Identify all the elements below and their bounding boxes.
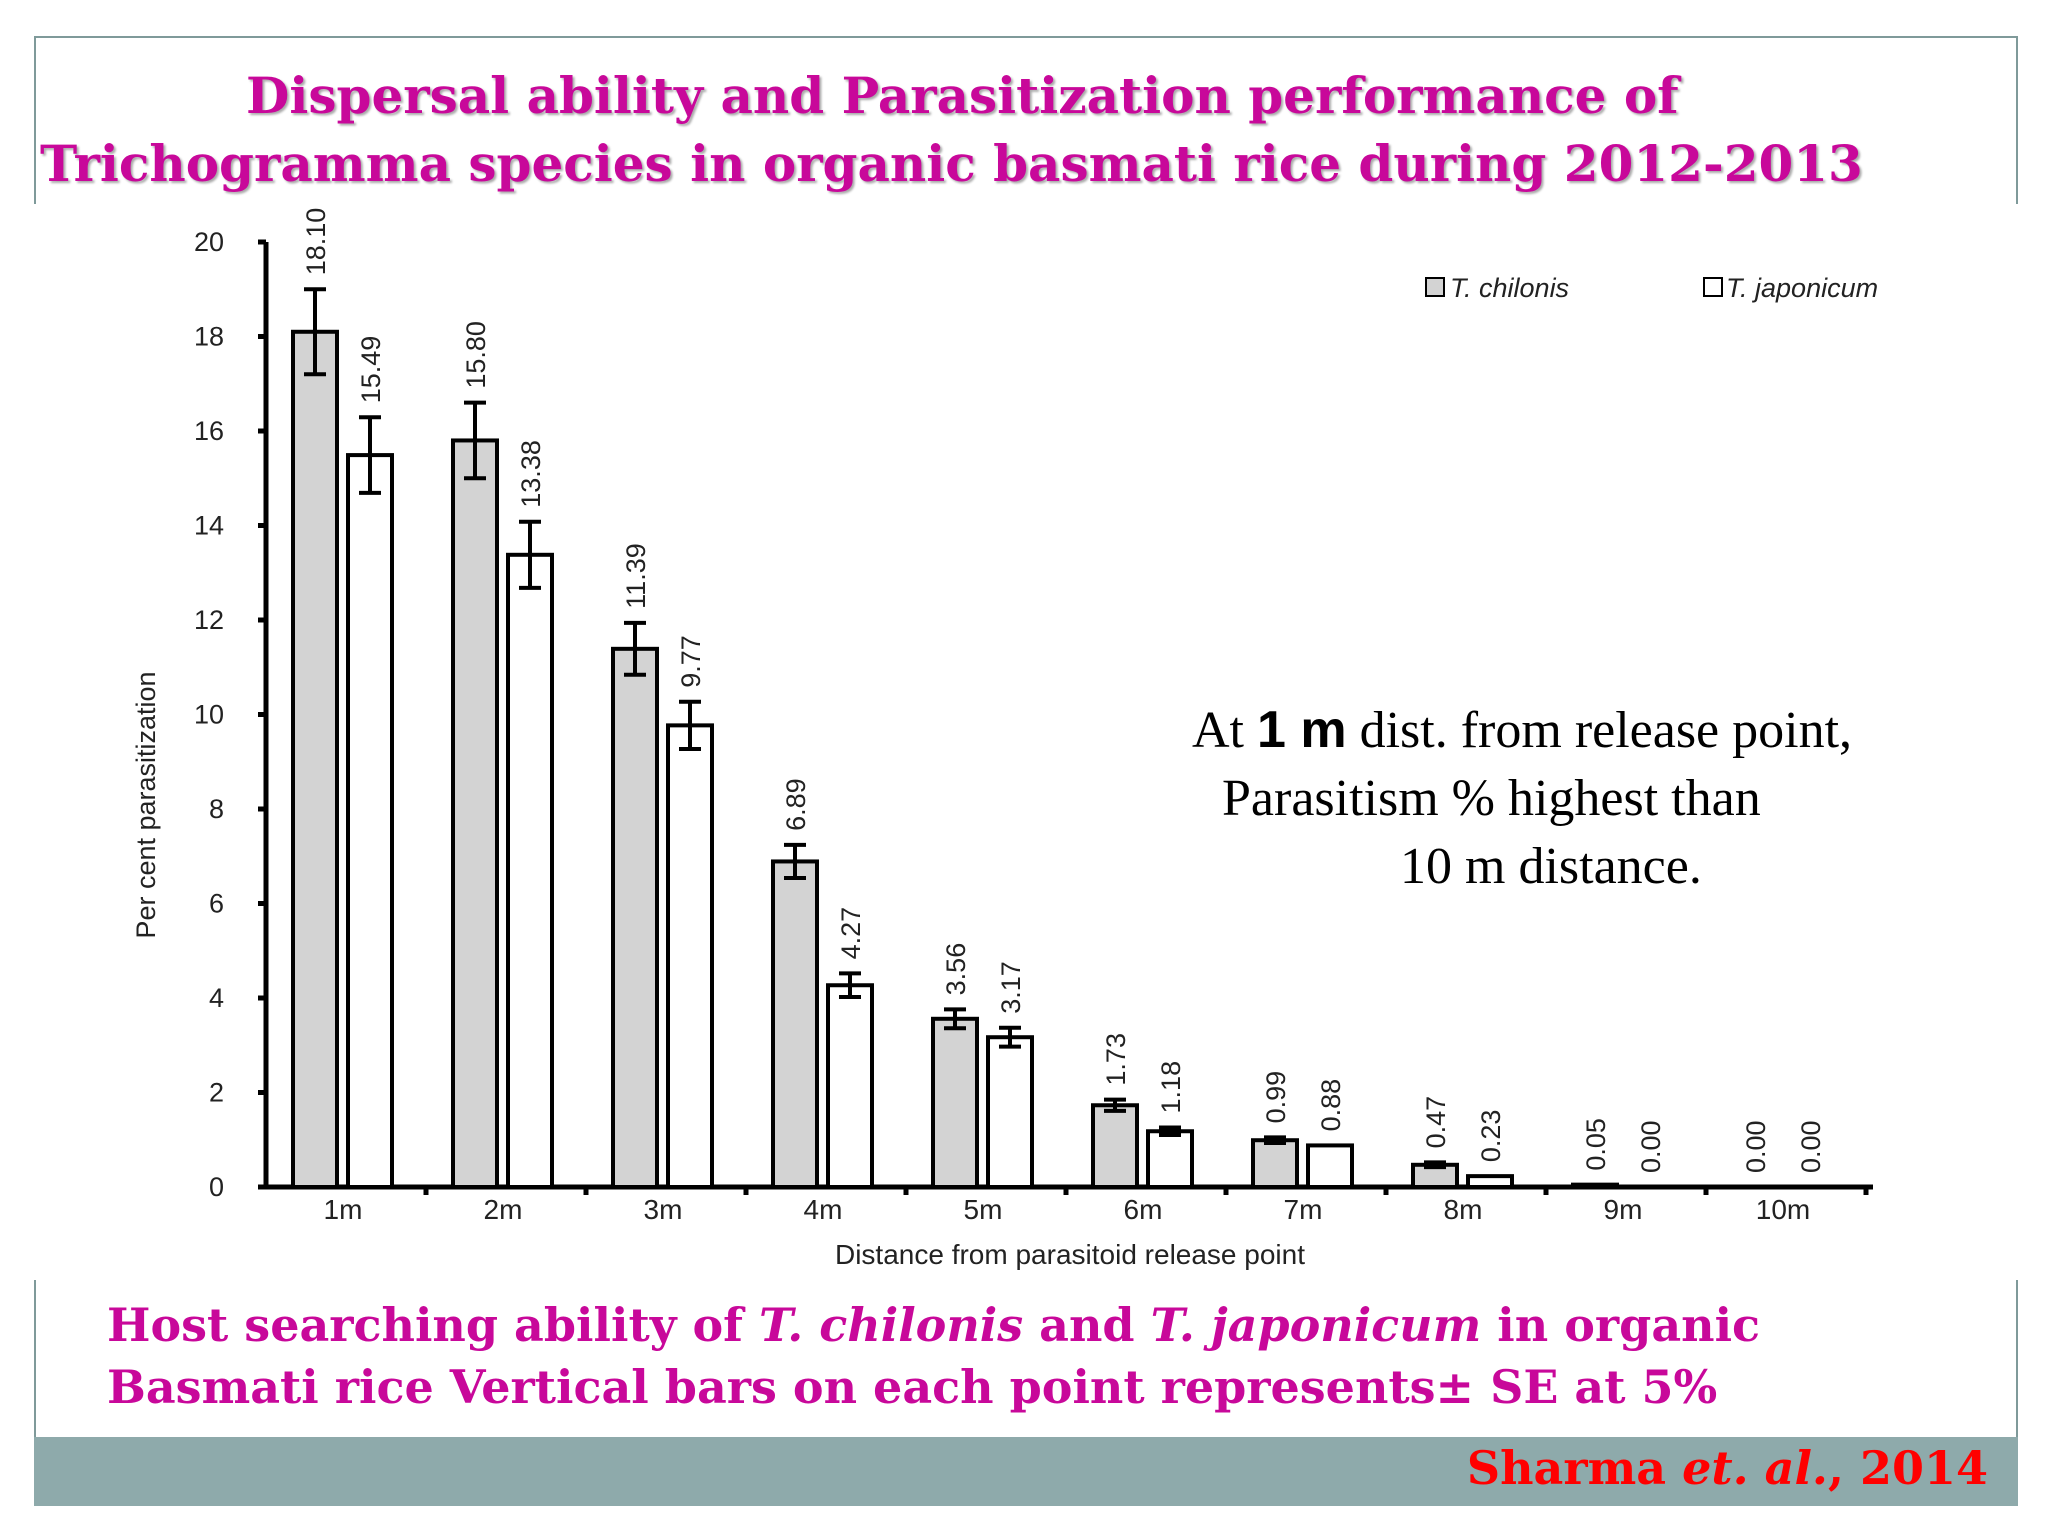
data-label: 0.47 bbox=[1421, 1096, 1451, 1149]
data-label: 0.99 bbox=[1261, 1071, 1291, 1124]
annotation-text: At 1 m dist. from release point, Parasit… bbox=[1192, 696, 1852, 901]
figure-caption: Host searching ability of T. chilonis an… bbox=[107, 1294, 1760, 1418]
slide-border-right bbox=[2016, 36, 2018, 204]
bar-chilonis bbox=[1571, 1182, 1619, 1189]
bar-chart: 0 2 4 6 8 10 12 14 16 18 20 1m 18.10 15.49 2m 15.80 13.3… bbox=[131, 208, 1878, 1270]
data-label: 0.23 bbox=[1476, 1110, 1506, 1163]
data-label: 0.00 bbox=[1636, 1120, 1666, 1173]
footer-band: Sharma et. al., 2014 bbox=[34, 1437, 2018, 1506]
x-tick-label: 3m bbox=[644, 1194, 683, 1225]
data-label: 4.27 bbox=[836, 907, 866, 960]
y-tick-label: 8 bbox=[209, 794, 224, 824]
title-line-1: Dispersal ability and Parasitization per… bbox=[246, 66, 1679, 125]
y-tick-label: 10 bbox=[194, 700, 224, 730]
bar-japonicum bbox=[1466, 1174, 1514, 1189]
annotation-line2: Parasitism % highest than bbox=[1222, 770, 1761, 827]
data-label: 15.49 bbox=[356, 336, 386, 404]
y-tick-label: 0 bbox=[209, 1172, 224, 1202]
x-tick-label: 6m bbox=[1124, 1194, 1163, 1225]
caption-text: in organic bbox=[1481, 1298, 1761, 1352]
x-tick-label: 8m bbox=[1444, 1194, 1483, 1225]
annotation-line3: 10 m distance. bbox=[1400, 838, 1702, 895]
legend: T. chilonis T. japonicum bbox=[1425, 273, 1878, 303]
caption-text: Host searching ability of bbox=[107, 1298, 759, 1352]
y-tick-label: 14 bbox=[194, 511, 224, 541]
data-label: 1.73 bbox=[1101, 1033, 1131, 1086]
data-label: 15.80 bbox=[461, 321, 491, 389]
bar-chilonis bbox=[931, 1016, 979, 1189]
y-tick-label: 20 bbox=[194, 227, 224, 257]
data-label: 1.18 bbox=[1156, 1061, 1186, 1114]
y-tick-label: 16 bbox=[194, 416, 224, 446]
y-tick-label: 12 bbox=[194, 605, 224, 635]
slide-border-right-lower bbox=[2016, 1280, 2018, 1506]
citation-author: Sharma bbox=[1466, 1441, 1683, 1495]
x-tick-label: 2m bbox=[484, 1194, 523, 1225]
bar-chilonis bbox=[1251, 1138, 1299, 1190]
x-tick-label: 7m bbox=[1284, 1194, 1323, 1225]
data-label: 13.38 bbox=[516, 440, 546, 508]
annotation-line1-pre: At bbox=[1192, 702, 1257, 759]
caption-text: and bbox=[1023, 1298, 1151, 1352]
citation-year: , 2014 bbox=[1827, 1441, 1988, 1495]
x-axis-label: Distance from parasitoid release point bbox=[835, 1239, 1305, 1270]
x-tick-label: 1m bbox=[324, 1194, 363, 1225]
caption-line-2: Basmati rice Vertical bars on each point… bbox=[107, 1360, 1718, 1414]
data-label: 9.77 bbox=[676, 635, 706, 688]
caption-species-1: T. chilonis bbox=[758, 1298, 1024, 1352]
legend-swatch-chilonis bbox=[1425, 277, 1445, 297]
data-label: 0.88 bbox=[1316, 1079, 1346, 1132]
y-tick-label: 2 bbox=[209, 1078, 224, 1108]
slide-title: Dispersal ability and Parasitization per… bbox=[36, 62, 2016, 198]
x-tick-label: 4m bbox=[804, 1194, 843, 1225]
bar-japonicum bbox=[826, 983, 874, 1189]
bar-japonicum bbox=[506, 552, 554, 1189]
bar-japonicum bbox=[1146, 1129, 1194, 1189]
data-label: 11.39 bbox=[621, 543, 651, 609]
x-tick-label: 10m bbox=[1756, 1194, 1810, 1225]
x-tick-label: 5m bbox=[964, 1194, 1003, 1225]
data-label: 0.00 bbox=[1796, 1120, 1826, 1173]
slide-border-top bbox=[34, 36, 2017, 38]
data-label: 6.89 bbox=[781, 778, 811, 831]
citation-etal: et. al. bbox=[1682, 1441, 1828, 1495]
bar-japonicum bbox=[1306, 1143, 1354, 1190]
x-tick-label: 9m bbox=[1604, 1194, 1643, 1225]
bar-japonicum bbox=[346, 453, 394, 1190]
citation: Sharma et. al., 2014 bbox=[1467, 1441, 1988, 1495]
y-axis-label: Per cent parasitization bbox=[131, 671, 161, 938]
legend-label-chilonis: T. chilonis bbox=[1450, 273, 1569, 303]
y-tick-label: 18 bbox=[194, 322, 224, 352]
y-tick-label: 6 bbox=[209, 889, 224, 919]
y-tick-label: 4 bbox=[209, 983, 224, 1013]
bar-japonicum bbox=[986, 1035, 1034, 1190]
bar-chilonis bbox=[1091, 1103, 1139, 1189]
caption-species-2: T. japonicum bbox=[1150, 1298, 1482, 1352]
data-label: 18.10 bbox=[301, 208, 331, 276]
data-label: 0.00 bbox=[1741, 1120, 1771, 1173]
bar-chilonis bbox=[611, 646, 659, 1189]
data-label: 3.17 bbox=[996, 961, 1026, 1014]
bar-chilonis bbox=[771, 859, 819, 1189]
legend-label-japonicum: T. japonicum bbox=[1726, 273, 1878, 303]
slide-border-left bbox=[34, 36, 36, 204]
title-line-2: Trichogramma species in organic basmati … bbox=[40, 134, 1863, 193]
slide-border-left-lower bbox=[34, 1280, 36, 1506]
data-label: 0.05 bbox=[1581, 1118, 1611, 1171]
bar-chilonis bbox=[291, 329, 339, 1189]
bar-japonicum bbox=[666, 723, 714, 1189]
annotation-line1-bold: 1 m bbox=[1257, 701, 1347, 759]
legend-swatch-japonicum bbox=[1703, 277, 1723, 297]
data-label: 3.56 bbox=[941, 943, 971, 996]
bar-chilonis bbox=[451, 438, 499, 1189]
annotation-line1-post: dist. from release point, bbox=[1346, 702, 1853, 759]
